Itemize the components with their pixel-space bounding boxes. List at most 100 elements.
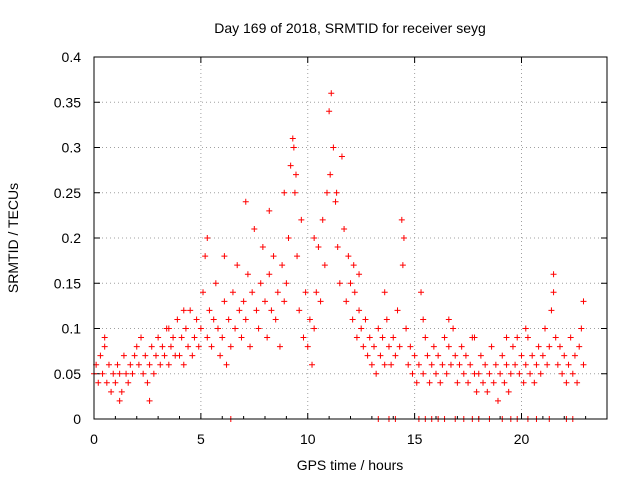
data-point xyxy=(236,307,243,314)
data-point xyxy=(118,388,125,395)
data-point xyxy=(276,343,283,350)
data-point xyxy=(221,298,228,305)
data-point xyxy=(155,334,162,341)
data-point xyxy=(101,343,108,350)
data-point xyxy=(259,244,266,251)
data-point xyxy=(522,361,529,368)
data-point xyxy=(439,361,446,368)
y-tick-label: 0 xyxy=(73,411,81,427)
data-point xyxy=(330,144,337,151)
data-point xyxy=(266,271,273,278)
data-point xyxy=(131,352,138,359)
y-tick-label: 0.35 xyxy=(54,94,81,110)
data-point xyxy=(174,316,181,323)
data-point xyxy=(503,361,510,368)
data-point xyxy=(264,334,271,341)
data-point xyxy=(462,352,469,359)
data-point xyxy=(499,352,506,359)
data-point xyxy=(195,343,202,350)
data-point xyxy=(292,171,299,178)
data-point xyxy=(580,361,587,368)
x-tick-label: 0 xyxy=(90,431,98,447)
data-point xyxy=(249,289,256,296)
data-point xyxy=(435,352,442,359)
data-point xyxy=(206,307,213,314)
data-point xyxy=(544,361,551,368)
data-point xyxy=(497,370,504,377)
data-point xyxy=(108,388,115,395)
data-point xyxy=(315,244,322,251)
data-point xyxy=(424,352,431,359)
data-point xyxy=(302,289,309,296)
data-point xyxy=(336,280,343,287)
data-point xyxy=(257,280,264,287)
data-point xyxy=(238,334,245,341)
data-point xyxy=(334,244,341,251)
data-point xyxy=(415,361,422,368)
data-point xyxy=(360,343,367,350)
data-point xyxy=(294,253,301,260)
data-point xyxy=(251,225,258,232)
data-point xyxy=(148,343,155,350)
data-point xyxy=(567,334,574,341)
data-point xyxy=(105,361,112,368)
data-point xyxy=(565,361,572,368)
data-point xyxy=(242,198,249,205)
data-point xyxy=(552,334,559,341)
data-point xyxy=(514,334,521,341)
data-point xyxy=(486,370,493,377)
y-tick-label: 0.1 xyxy=(62,321,82,337)
data-point xyxy=(366,334,373,341)
data-point xyxy=(208,343,215,350)
data-point xyxy=(480,379,487,386)
data-point xyxy=(550,271,557,278)
plot-frame xyxy=(93,56,608,420)
data-point xyxy=(377,352,384,359)
data-point xyxy=(99,370,106,377)
data-point xyxy=(112,379,119,386)
data-point xyxy=(323,189,330,196)
data-point xyxy=(170,334,177,341)
data-point xyxy=(191,334,198,341)
data-point xyxy=(142,352,149,359)
data-point xyxy=(569,370,576,377)
data-point xyxy=(321,262,328,269)
data-point xyxy=(309,361,316,368)
data-point xyxy=(398,216,405,223)
data-point xyxy=(123,370,130,377)
data-point xyxy=(477,352,484,359)
data-point xyxy=(127,361,134,368)
data-point xyxy=(182,325,189,332)
data-point xyxy=(159,343,166,350)
data-point xyxy=(437,379,444,386)
data-point xyxy=(445,343,452,350)
data-point xyxy=(473,388,480,395)
y-tick-label: 0.05 xyxy=(54,366,81,382)
data-point xyxy=(441,334,448,341)
data-point xyxy=(482,361,489,368)
data-point xyxy=(454,379,461,386)
data-point xyxy=(268,307,275,314)
data-point xyxy=(114,361,121,368)
data-point xyxy=(125,379,132,386)
data-point xyxy=(373,370,380,377)
data-point xyxy=(407,343,414,350)
data-point xyxy=(225,316,232,323)
data-point xyxy=(403,325,410,332)
data-point xyxy=(356,307,363,314)
data-point xyxy=(343,298,350,305)
data-point xyxy=(210,316,217,323)
data-point xyxy=(574,379,581,386)
data-point xyxy=(445,316,452,323)
data-point xyxy=(262,298,268,305)
data-point xyxy=(290,144,297,151)
data-point xyxy=(447,361,454,368)
y-tick-label: 0.4 xyxy=(62,49,82,65)
data-point xyxy=(204,235,211,241)
x-tick-label: 15 xyxy=(407,431,423,447)
data-point xyxy=(167,343,174,350)
data-point xyxy=(488,343,495,350)
y-tick-label: 0.2 xyxy=(62,230,82,246)
data-point xyxy=(509,343,516,350)
data-point xyxy=(101,334,108,341)
